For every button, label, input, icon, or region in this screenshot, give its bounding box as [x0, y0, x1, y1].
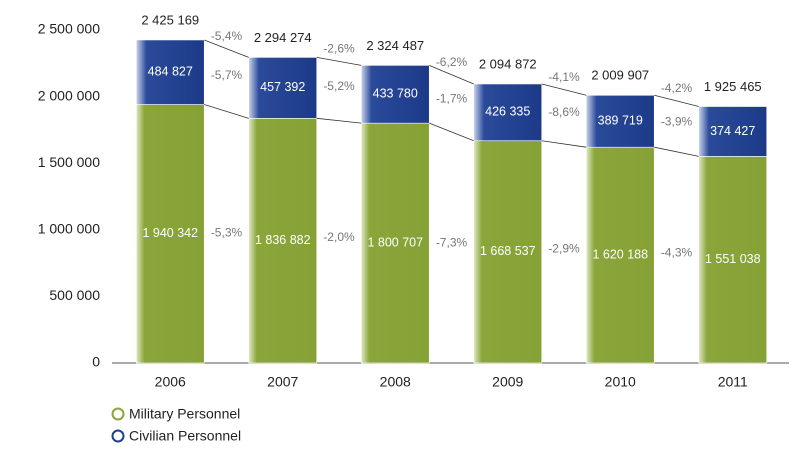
y-tick-label: 1 000 000 — [38, 221, 100, 237]
change-label: -3,9% — [661, 115, 693, 129]
legend-marker — [111, 407, 125, 421]
bar-segment — [248, 118, 318, 364]
value-label: 1 800 707 — [367, 235, 423, 249]
change-label: -7,3% — [436, 236, 468, 250]
total-label: 2 009 907 — [591, 68, 649, 83]
total-change-label: -5,4% — [211, 29, 243, 43]
change-label: -1,7% — [436, 91, 468, 105]
value-label: 1 940 342 — [142, 226, 198, 240]
connector — [316, 57, 362, 66]
x-tick-label: 2008 — [380, 374, 411, 390]
value-label: 484 827 — [148, 65, 193, 79]
x-tick-label: 2011 — [718, 374, 748, 390]
x-tick-label: 2007 — [267, 374, 298, 390]
change-label: -2,9% — [548, 242, 580, 256]
change-label: -8,6% — [548, 105, 580, 119]
y-tick-label: 2 500 000 — [38, 21, 100, 37]
bar-segment — [135, 39, 205, 105]
bar-segment — [698, 106, 768, 157]
connector — [541, 83, 587, 96]
value-label: 426 335 — [485, 105, 530, 119]
connector — [316, 117, 362, 124]
bar-segment — [135, 104, 205, 364]
total-change-label: -6,2% — [436, 55, 468, 69]
value-label: 1 551 038 — [705, 252, 761, 266]
connector — [429, 122, 474, 142]
total-change-label: -4,2% — [661, 81, 693, 95]
value-label: 1 668 537 — [480, 244, 536, 258]
change-label: -4,3% — [661, 246, 693, 260]
value-label: 1 620 188 — [592, 247, 648, 261]
value-label: 433 780 — [373, 87, 418, 101]
bar-segment — [473, 83, 543, 142]
total-label: 2 094 872 — [479, 56, 537, 71]
total-label: 2 294 274 — [254, 30, 312, 45]
change-label: -5,2% — [323, 79, 355, 93]
y-tick-label: 0 — [92, 354, 100, 370]
total-change-label: -2,6% — [323, 42, 355, 56]
connector — [204, 104, 249, 119]
change-label: -2,0% — [323, 230, 355, 244]
y-tick-label: 1 500 000 — [38, 154, 100, 170]
total-change-label: -4,1% — [548, 70, 580, 84]
bar-segment — [248, 57, 318, 119]
y-tick-label: 500 000 — [49, 287, 100, 303]
legend-label: Military Personnel — [129, 406, 240, 422]
x-tick-label: 2009 — [492, 374, 523, 390]
bar-segment — [585, 94, 655, 148]
bar-segment — [473, 140, 543, 364]
connector — [654, 94, 699, 107]
y-tick-label: 2 000 000 — [38, 87, 100, 103]
change-label: -5,3% — [211, 225, 243, 239]
x-tick-label: 2010 — [605, 374, 636, 390]
total-label: 2 425 169 — [141, 12, 199, 27]
bar-segment — [585, 146, 655, 364]
legend-marker — [111, 429, 125, 443]
total-label: 2 324 487 — [366, 38, 424, 53]
connector — [429, 64, 474, 85]
value-label: 457 392 — [260, 80, 305, 94]
total-label: 1 925 465 — [704, 79, 762, 94]
value-label: 389 719 — [598, 114, 643, 128]
bar-segment — [360, 122, 430, 364]
connector — [654, 146, 699, 157]
legend-label: Civilian Personnel — [129, 428, 241, 444]
change-label: -5,7% — [211, 68, 243, 82]
bar-segment — [360, 65, 430, 124]
connector — [541, 140, 587, 148]
bar-segment — [698, 156, 768, 364]
connector — [204, 39, 249, 58]
x-tick-label: 2006 — [155, 374, 186, 390]
value-label: 374 427 — [710, 124, 755, 138]
value-label: 1 836 882 — [255, 233, 311, 247]
